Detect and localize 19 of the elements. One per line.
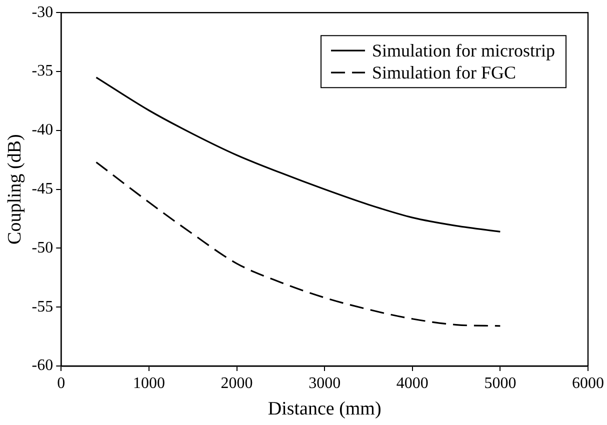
y-tick-label: -35 — [32, 62, 54, 80]
x-tick-label: 5000 — [484, 374, 516, 392]
y-axis-title: Coupling (dB) — [4, 134, 26, 244]
legend-label: Simulation for microstrip — [372, 40, 556, 60]
x-tick-label: 2000 — [220, 374, 253, 392]
legend-label: Simulation for FGC — [372, 62, 516, 82]
x-tick-label: 1000 — [132, 374, 165, 392]
y-tick-label: -50 — [32, 239, 54, 256]
x-tick-label: 6000 — [572, 374, 604, 392]
y-tick-label: -55 — [32, 298, 54, 316]
y-tick-label: -40 — [32, 122, 54, 139]
x-tick-label: 0 — [57, 374, 66, 392]
x-tick-label: 3000 — [308, 374, 341, 392]
y-tick-label: -30 — [32, 4, 54, 21]
x-axis-title: Distance (mm) — [268, 398, 382, 420]
y-tick-label: -60 — [32, 357, 54, 374]
line-series — [95, 161, 501, 327]
y-tick-label: -45 — [32, 180, 54, 198]
x-tick-label: 4000 — [396, 374, 428, 392]
